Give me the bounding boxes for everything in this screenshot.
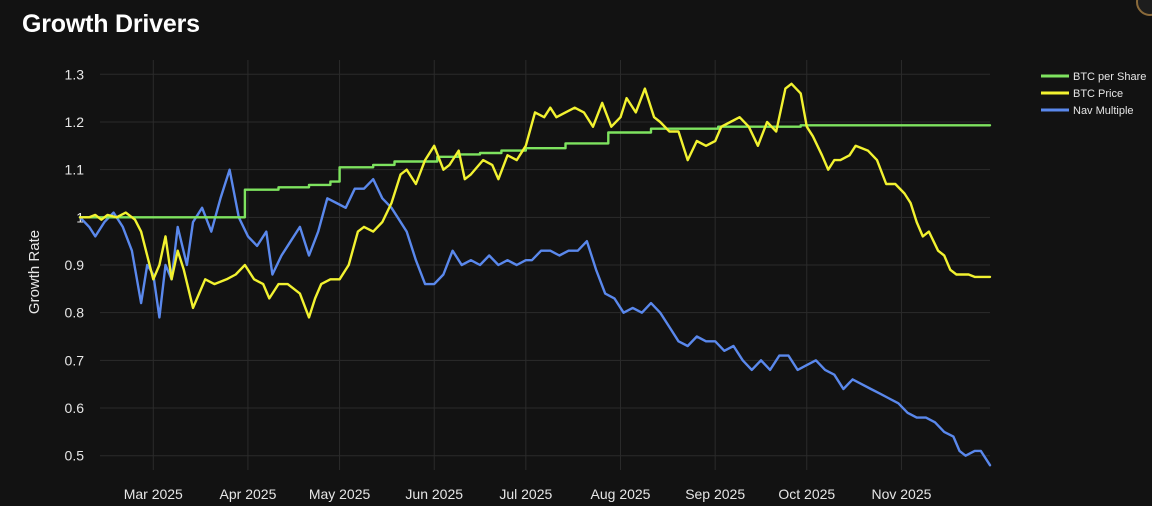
x-tick-label: Apr 2025: [220, 486, 277, 502]
y-tick-label: 0.7: [65, 352, 85, 368]
series-line-nav-multiple: [78, 168, 992, 467]
y-tick-label: 0.5: [65, 448, 85, 464]
y-tick-label: 0.6: [65, 400, 85, 416]
series-line-btc-price: [78, 82, 992, 319]
x-tick-label: May 2025: [309, 486, 371, 502]
series-line-btc-per-share: [78, 124, 992, 219]
y-axis-title: Growth Rate: [26, 230, 43, 314]
x-tick-label: Oct 2025: [778, 486, 835, 502]
x-tick-label: Jun 2025: [405, 486, 463, 502]
legend-label: BTC per Share: [1073, 71, 1146, 83]
y-tick-label: 1.1: [65, 162, 85, 178]
y-tick-label: 0.9: [65, 257, 85, 273]
x-tick-label: Aug 2025: [591, 486, 651, 502]
y-axis-ticks: 0.50.60.70.80.911.11.21.3: [65, 66, 85, 463]
legend-item-nav-multiple[interactable]: Nav Multiple: [1041, 105, 1134, 117]
grid: [100, 60, 990, 470]
chart-title: Growth Drivers: [22, 10, 200, 38]
x-axis-ticks: Mar 2025 Apr 2025 May 2025 Jun 2025 Jul 2025…: [124, 486, 932, 502]
corner-badge: [1136, 0, 1152, 16]
legend-item-btc-per-share[interactable]: BTC per Share: [1041, 71, 1146, 83]
y-tick-label: 0.8: [65, 305, 85, 321]
series-lines: [78, 82, 992, 467]
legend-label: Nav Multiple: [1073, 105, 1134, 117]
y-tick-label: 1.2: [65, 114, 85, 130]
legend-item-btc-price[interactable]: BTC Price: [1041, 88, 1123, 100]
legend[interactable]: BTC per Share BTC Price Nav Multiple: [1041, 71, 1146, 117]
x-tick-label: Jul 2025: [499, 486, 552, 502]
x-tick-label: Nov 2025: [871, 486, 931, 502]
y-tick-label: 1.3: [65, 66, 85, 82]
x-tick-label: Sep 2025: [685, 486, 745, 502]
x-tick-label: Mar 2025: [124, 486, 183, 502]
legend-label: BTC Price: [1073, 88, 1123, 100]
